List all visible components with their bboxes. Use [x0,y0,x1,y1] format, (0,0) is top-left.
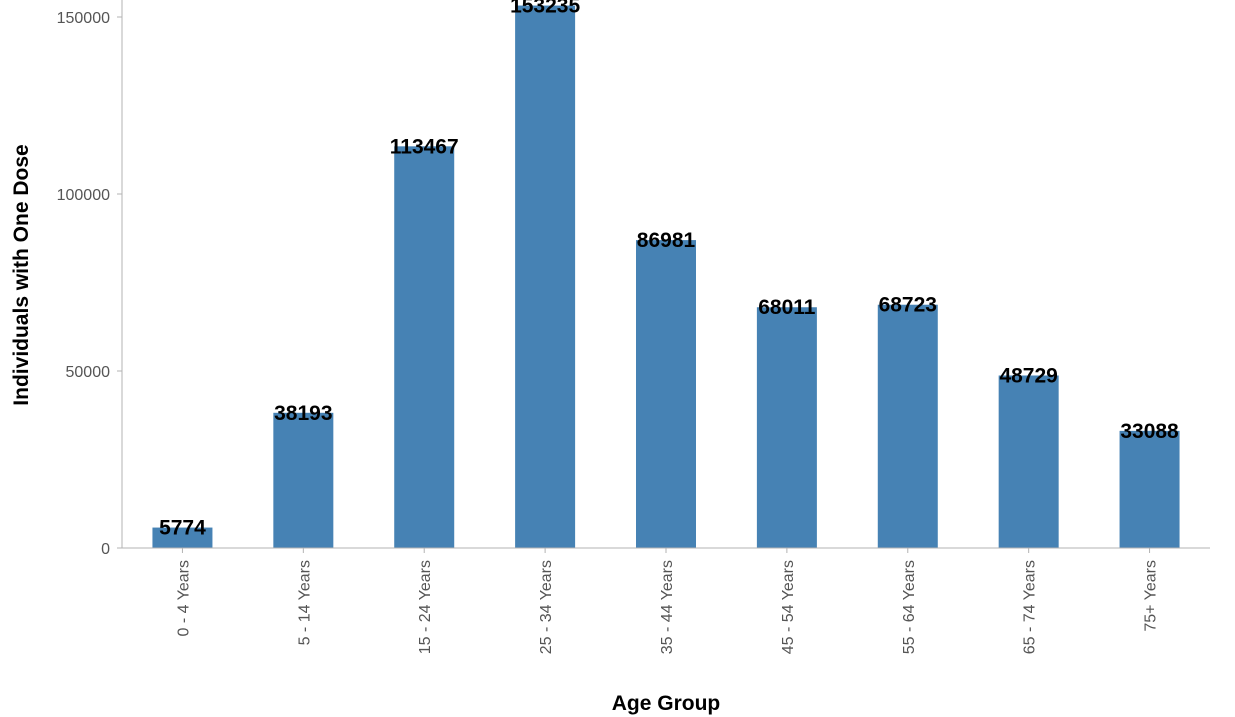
bar [394,146,455,548]
bar [877,304,938,548]
y-axis-title: Individuals with One Dose [10,144,33,405]
bar [152,527,213,548]
x-tick-label: 15 - 24 Years [417,560,434,654]
x-axis-title: Age Group [612,692,721,715]
x-tick-label: 75+ Years [1143,560,1160,632]
bar-value-label: 86981 [637,229,696,252]
bar-value-label: 33088 [1120,420,1179,443]
bar-value-label: 68011 [758,296,816,319]
x-tick-label: 0 - 4 Years [175,560,192,637]
bar-value-label: 38193 [274,402,332,425]
x-tick-label: 35 - 44 Years [659,560,676,654]
plot-area: 0 50000 100000 150000 5774 0 - 4 Years 38193 5 … [57,0,1180,654]
bar [273,412,334,548]
y-tick-label: 50000 [66,364,111,381]
bar [1119,430,1180,548]
x-tick-label: 45 - 54 Years [780,560,797,654]
y-tick-label: 0 [101,541,110,558]
bar [515,5,576,549]
bar-value-label: 48729 [999,364,1057,387]
y-tick-label: 150000 [57,10,110,27]
bar-value-label: 68723 [879,294,937,317]
bar [756,307,817,548]
bar-value-label: 153235 [510,0,580,18]
x-tick-label: 25 - 34 Years [538,560,555,654]
x-tick-label: 55 - 64 Years [901,560,918,654]
bar-value-label: 113467 [390,135,459,158]
x-tick-label: 5 - 14 Years [296,560,313,645]
bar [636,240,696,548]
y-tick-label: 100000 [57,187,110,204]
bar-value-label: 5774 [159,517,206,540]
x-tick-label: 65 - 74 Years [1022,560,1039,654]
bar [998,375,1059,548]
